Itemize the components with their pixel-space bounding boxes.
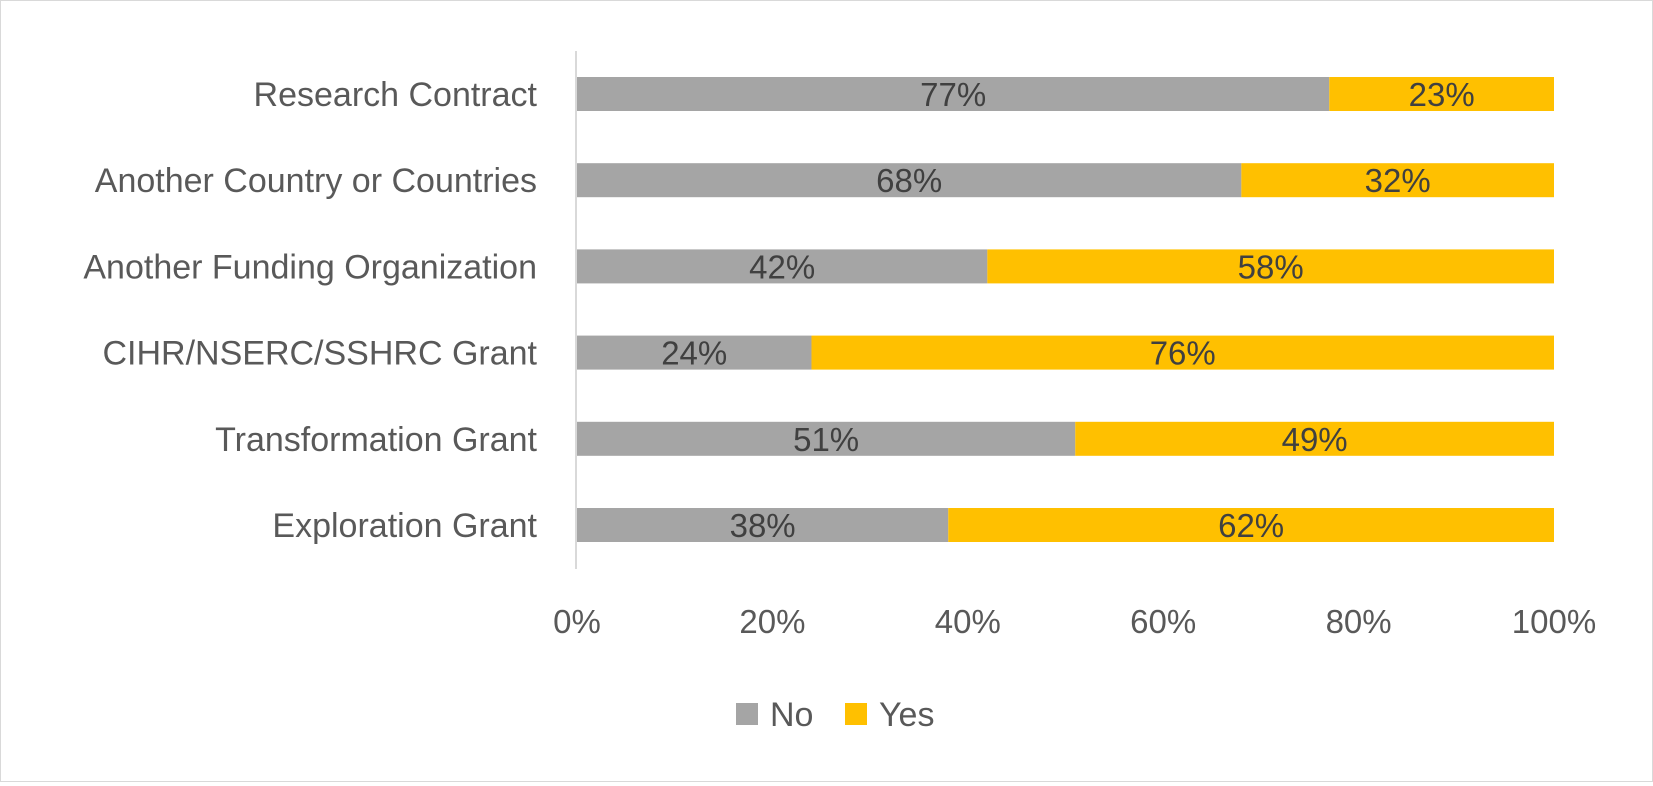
data-label-yes-another-country-or-countries: 32%: [1365, 162, 1431, 199]
category-label-research-contract: Research Contract: [254, 76, 538, 114]
x-tick-label-20: 20%: [739, 603, 805, 640]
data-label-yes-transformation-grant: 49%: [1282, 421, 1348, 458]
data-label-no-exploration-grant: 38%: [730, 507, 796, 544]
x-tick-label-60: 60%: [1130, 603, 1196, 640]
data-label-yes-exploration-grant: 62%: [1218, 507, 1284, 544]
bar-no-cihr-nserc-sshrc-grant: [577, 335, 812, 370]
bar-no-exploration-grant: [577, 508, 949, 542]
category-label-another-funding-organization: Another Funding Organization: [83, 248, 537, 286]
data-label-yes-another-funding-organization: 58%: [1238, 248, 1304, 285]
bar-no-another-country-or-countries: [577, 163, 1242, 198]
category-label-transformation-grant: Transformation Grant: [215, 421, 537, 459]
bar-yes-another-funding-organization: [987, 249, 1554, 284]
bar-no-research-contract: [577, 77, 1330, 111]
bars-layer: 77% 23% 68% 32% 42% 58% 24% 76% 51% 49% 38% 62%: [577, 76, 1554, 544]
data-label-no-another-funding-organization: 42%: [749, 248, 815, 285]
data-label-no-transformation-grant: 51%: [793, 421, 859, 458]
bar-yes-research-contract: [1329, 77, 1554, 111]
data-label-no-another-country-or-countries: 68%: [876, 162, 942, 199]
bar-no-transformation-grant: [577, 421, 1076, 456]
x-tick-labels: 0% 20% 40% 60% 80% 100%: [553, 603, 1596, 640]
x-tick-label-100: 100%: [1512, 603, 1596, 640]
x-tick-label-80: 80%: [1326, 603, 1392, 640]
bar-yes-another-country-or-countries: [1241, 163, 1554, 198]
x-tick-label-0: 0%: [553, 603, 601, 640]
data-label-no-research-contract: 77%: [920, 76, 986, 113]
data-label-yes-research-contract: 23%: [1409, 76, 1475, 113]
legend: No Yes: [736, 696, 934, 734]
legend-label-yes: Yes: [879, 696, 934, 734]
bar-yes-cihr-nserc-sshrc-grant: [811, 335, 1554, 370]
data-label-no-cihr-nserc-sshrc-grant: 24%: [661, 335, 727, 372]
legend-swatch-yes: [845, 703, 867, 725]
category-label-cihr-nserc-sshrc-grant: CIHR/NSERC/SSHRC Grant: [102, 335, 537, 373]
legend-swatch-no: [736, 703, 758, 725]
bar-no-another-funding-organization: [577, 249, 988, 284]
x-tick-label-40: 40%: [935, 603, 1001, 640]
category-label-another-country-or-countries: Another Country or Countries: [95, 162, 537, 200]
data-label-yes-cihr-nserc-sshrc-grant: 76%: [1150, 335, 1216, 372]
category-label-exploration-grant: Exploration Grant: [272, 507, 537, 545]
legend-label-no: No: [770, 696, 813, 734]
bar-yes-exploration-grant: [948, 508, 1554, 542]
category-labels: Research Contract Another Country or Coun…: [83, 76, 537, 545]
bar-yes-transformation-grant: [1075, 421, 1554, 456]
